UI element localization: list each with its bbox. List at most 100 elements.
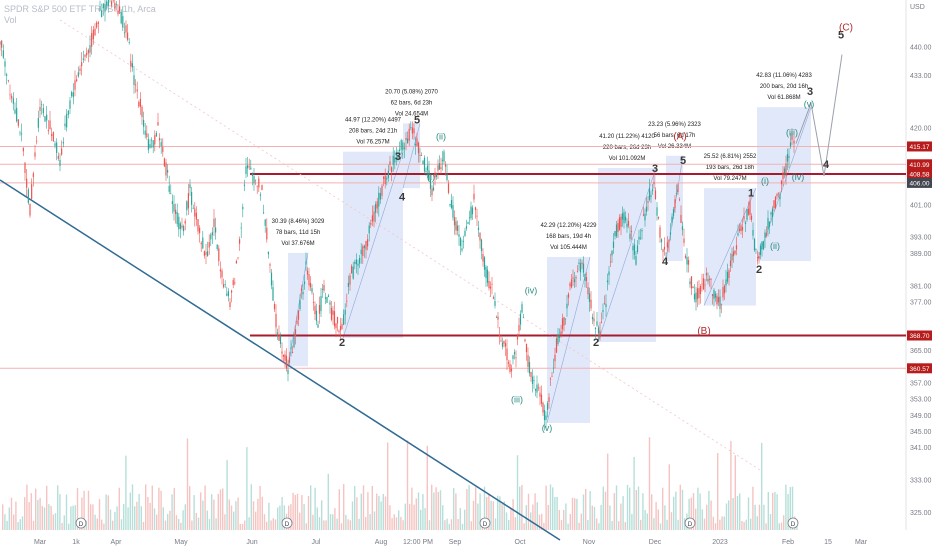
volume-bar — [615, 485, 618, 530]
y-tick-label: 333.00 — [910, 478, 932, 485]
volume-bar — [409, 503, 411, 530]
measure-label: Vol 105.444M — [550, 245, 587, 251]
volume-bar — [453, 487, 455, 530]
volume-bar — [129, 492, 131, 530]
price-tag-label: 406.00 — [910, 180, 930, 187]
volume-bar — [303, 504, 305, 530]
candle-body — [237, 257, 239, 259]
candle-body — [726, 271, 729, 282]
candle-body — [780, 180, 783, 185]
candle-body — [251, 173, 253, 176]
candle-body — [425, 171, 427, 172]
volume-bar — [72, 505, 74, 530]
candle-body — [213, 218, 215, 228]
volume-bar — [774, 491, 776, 530]
candle-body — [210, 234, 212, 240]
volume-bar — [184, 504, 186, 530]
candle-body — [349, 275, 351, 285]
volume-bar — [464, 509, 466, 530]
candle-body — [11, 95, 13, 99]
price-tag — [907, 168, 932, 179]
candle-body — [159, 138, 161, 141]
candle-body — [143, 119, 145, 127]
volume-bar — [178, 518, 180, 530]
wave-label: (i) — [427, 172, 435, 182]
measure-label: 62 bars, 6d 23h — [391, 100, 433, 106]
volume-bar — [607, 453, 609, 530]
x-tick-label: Nov — [583, 539, 596, 546]
volume-bar — [415, 498, 417, 530]
volume-bar — [32, 520, 35, 530]
volume-bar — [604, 491, 607, 530]
x-tick-label: Apr — [111, 539, 123, 546]
volume-bar — [376, 493, 378, 530]
x-tick-label: Sep — [449, 539, 462, 546]
x-tick-label: Oct — [515, 539, 526, 546]
volume-bar — [2, 504, 4, 530]
candle-body — [657, 217, 660, 219]
candle-body — [290, 347, 292, 350]
candle-body — [662, 249, 664, 252]
volume-bar — [629, 487, 631, 530]
volume-bar — [24, 497, 26, 530]
volume-bar — [52, 514, 54, 530]
candle-body — [155, 133, 157, 137]
candle-body — [771, 208, 774, 218]
measure-label: 220 bars, 26d 23h — [603, 145, 651, 151]
volume-bar — [193, 495, 195, 530]
volume-bar — [420, 509, 422, 530]
candle-body — [72, 92, 74, 98]
measure-label: 56 bars, 6d 17h — [654, 133, 696, 139]
candle-body — [352, 266, 354, 279]
candle-body — [21, 133, 23, 135]
volume-bar — [549, 484, 552, 530]
candle-body — [208, 242, 210, 248]
candle-body — [656, 207, 658, 216]
candle-body — [120, 11, 122, 24]
candle-body — [391, 167, 393, 173]
event-marker-label: D — [79, 521, 84, 528]
candle-body — [61, 148, 63, 155]
candle-body — [39, 107, 41, 111]
candle-body — [224, 284, 226, 285]
candle-body — [671, 216, 673, 224]
candle-body — [570, 279, 573, 288]
candle-body — [355, 259, 357, 265]
candle-body — [462, 241, 465, 242]
volume-bar — [305, 523, 307, 530]
candle-body — [362, 246, 364, 256]
candle-body — [710, 278, 712, 280]
y-tick-label: 389.00 — [910, 251, 932, 258]
candle-body — [281, 351, 283, 354]
measure-diagonal — [703, 188, 757, 306]
candle-body — [732, 251, 735, 257]
candle-body — [327, 295, 330, 297]
candle-body — [582, 263, 585, 273]
wave-label: 5 — [838, 29, 844, 41]
wave-label: (B) — [697, 326, 710, 337]
volume-bar — [316, 507, 318, 530]
candle-body — [375, 204, 377, 213]
volume-bar — [668, 464, 670, 530]
candle-body — [498, 334, 501, 336]
candle-body — [513, 352, 516, 355]
volume-bar — [334, 508, 336, 530]
candle-body — [464, 230, 466, 237]
candle-body — [270, 272, 273, 286]
candle-body — [524, 339, 526, 342]
event-marker-label: D — [285, 521, 290, 528]
candle-body — [714, 293, 717, 298]
volume-bar — [222, 488, 224, 530]
candle-body — [444, 164, 447, 167]
volume-bar — [534, 493, 536, 530]
volume-bar — [648, 437, 651, 530]
volume-bar — [340, 523, 343, 530]
candle-body — [762, 241, 765, 250]
volume-bar — [81, 497, 83, 530]
volume-bar — [758, 504, 761, 530]
volume-bar — [714, 523, 717, 530]
candle-body — [693, 293, 696, 300]
candle-body — [512, 355, 514, 359]
candle-body — [264, 219, 266, 226]
